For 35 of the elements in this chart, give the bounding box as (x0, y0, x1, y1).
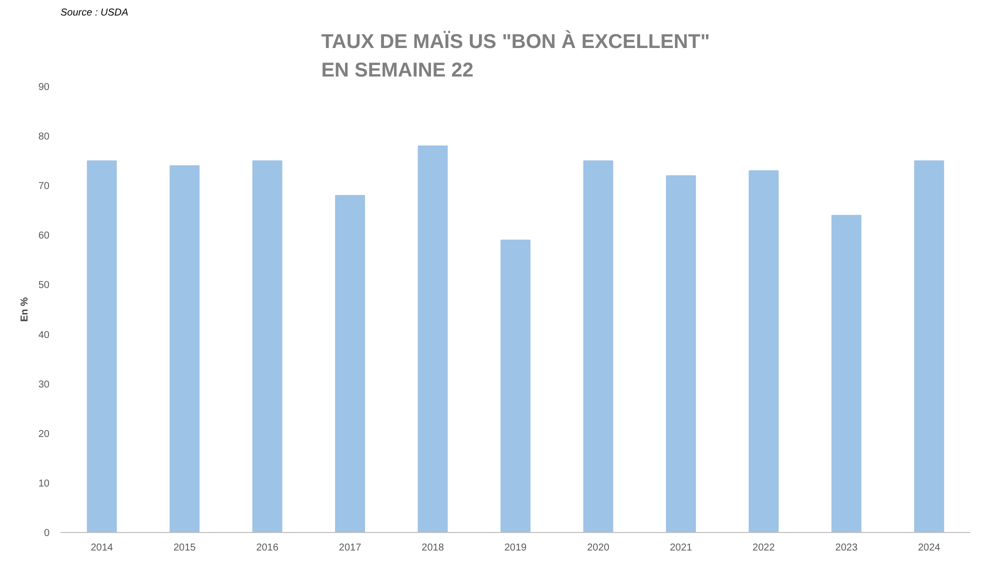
x-tick-label: 2018 (422, 542, 444, 554)
x-tick-label: 2024 (918, 542, 941, 554)
bar (831, 214, 862, 532)
bar (583, 160, 614, 532)
y-tick-label: 0 (44, 528, 50, 539)
x-tick-label: 2015 (173, 542, 196, 554)
bar (418, 145, 448, 532)
x-tick-label: 2021 (670, 542, 693, 554)
bar (170, 165, 200, 532)
x-tick-label: 2022 (752, 542, 776, 554)
x-tick-label: 2014 (90, 542, 114, 554)
x-tick-label: 2023 (835, 542, 858, 554)
y-tick-label: 40 (38, 330, 50, 341)
y-tick-label: 10 (38, 478, 50, 490)
y-tick-label: 80 (38, 132, 50, 143)
chart-title: TAUX DE MAÏS US "BON À EXCELLENT" EN SEMAINE 22 (321, 30, 710, 82)
y-tick-label: 50 (38, 280, 50, 292)
y-tick-label: 20 (38, 428, 50, 440)
bar (748, 170, 779, 532)
bar (86, 160, 117, 532)
x-tick-label: 2016 (256, 542, 279, 554)
y-tick-label: 70 (38, 181, 50, 192)
source-note: Source : USDA (60, 8, 129, 18)
bar (252, 160, 282, 532)
x-tick-label: 2019 (504, 542, 528, 554)
y-tick-label: 90 (38, 82, 50, 93)
bar (335, 195, 366, 532)
bar (500, 240, 530, 532)
bar (914, 160, 944, 532)
bar (666, 175, 696, 532)
y-tick-label: 60 (38, 230, 50, 242)
x-tick-label: 2020 (587, 542, 610, 554)
y-axis-title: En % (19, 297, 30, 322)
x-tick-label: 2017 (338, 542, 362, 554)
y-tick-label: 30 (38, 379, 50, 390)
